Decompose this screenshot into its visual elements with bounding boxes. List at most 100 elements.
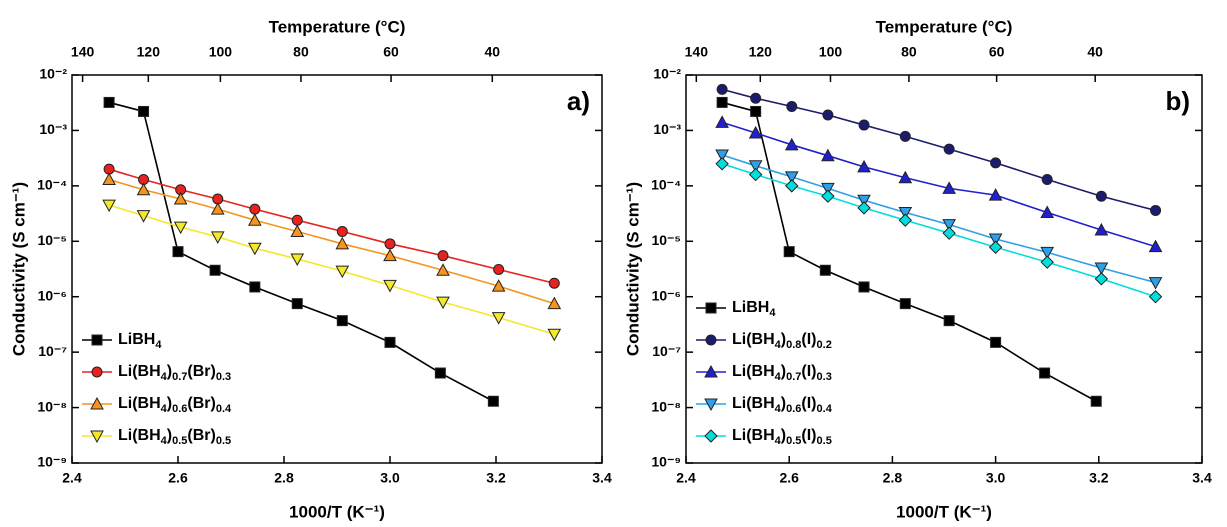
marker — [943, 143, 955, 155]
marker — [172, 246, 184, 258]
marker — [335, 265, 350, 279]
marker — [547, 328, 562, 342]
marker — [102, 172, 116, 186]
marker — [898, 207, 913, 220]
marker — [1148, 277, 1163, 290]
marker — [1041, 174, 1053, 186]
marker — [487, 395, 499, 407]
x-tick-label: 2.6 — [779, 470, 799, 486]
y-axis-title: Conductivity (S cm⁻¹) — [9, 182, 28, 356]
marker — [898, 170, 913, 184]
marker — [384, 336, 396, 348]
marker — [942, 181, 957, 194]
legend-marker — [704, 364, 718, 378]
marker — [436, 263, 450, 276]
x-axis-title: 1000/T (K⁻¹) — [896, 502, 992, 521]
marker — [857, 194, 871, 208]
marker — [988, 240, 1003, 254]
marker — [436, 296, 450, 310]
marker — [336, 315, 348, 327]
x-tick-label: 2.4 — [62, 470, 82, 486]
legend-label: Li(BH4)0.6(Br)0.4 — [118, 395, 232, 415]
plot-frame — [71, 74, 603, 464]
legend-marker — [705, 334, 717, 346]
marker — [1150, 204, 1162, 216]
x2-tick-label: 80 — [293, 44, 309, 60]
y-tick-label: 10⁻⁸ — [37, 398, 67, 414]
x2-tick-label: 140 — [685, 44, 709, 60]
x2-tick-label: 120 — [137, 44, 161, 60]
marker — [858, 281, 870, 293]
y-tick-label: 10⁻⁵ — [37, 232, 67, 248]
marker — [384, 238, 396, 250]
x2-axis-title: Temperature (°C) — [876, 17, 1013, 36]
panel: 2.4 2.6 2.8 3.0 3.2 3.4 140 120 100 80 60 40 10⁻⁹ 10⁻… — [623, 17, 1211, 521]
marker — [1148, 290, 1163, 304]
y-tick-label: 10⁻⁴ — [651, 177, 681, 193]
marker — [988, 233, 1003, 247]
marker — [249, 203, 261, 215]
marker — [173, 191, 188, 205]
marker — [857, 159, 871, 173]
marker — [136, 182, 151, 196]
y-tick-label: 10⁻⁵ — [651, 232, 681, 248]
marker — [942, 219, 957, 232]
marker — [821, 182, 835, 196]
marker — [248, 242, 262, 256]
x-tick-label: 3.4 — [592, 470, 612, 486]
x-tick-label: 3.2 — [486, 470, 506, 486]
legend-label: Li(BH4)0.5(Br)0.5 — [118, 427, 231, 447]
x-tick-label: 3.0 — [986, 470, 1006, 486]
legend-label: Li(BH4)0.7(I)0.3 — [732, 363, 832, 383]
marker — [898, 213, 913, 227]
marker — [821, 148, 835, 162]
marker — [988, 188, 1003, 201]
x-tick-label: 2.8 — [274, 470, 294, 486]
marker — [1040, 205, 1055, 219]
y-tick-label: 10⁻² — [653, 66, 681, 82]
marker — [103, 96, 115, 108]
plot-frame — [685, 74, 1203, 464]
marker — [291, 214, 303, 226]
marker — [1094, 262, 1109, 276]
series-line — [108, 101, 494, 402]
y-axis-title: Conductivity (S cm⁻¹) — [623, 182, 642, 356]
x2-tick-label: 40 — [485, 44, 501, 60]
marker — [822, 109, 834, 121]
y-tick-label: 10⁻⁹ — [37, 454, 67, 470]
marker — [990, 157, 1002, 169]
marker — [715, 157, 729, 171]
marker — [785, 179, 799, 193]
x-tick-label: 2.8 — [883, 470, 903, 486]
marker — [857, 201, 871, 215]
legend-marker — [90, 396, 104, 410]
y-tick-label: 10⁻⁷ — [38, 343, 67, 359]
x-tick-label: 3.0 — [380, 470, 400, 486]
marker — [716, 96, 728, 108]
y-tick-label: 10⁻⁹ — [651, 454, 681, 470]
y-tick-label: 10⁻³ — [653, 121, 681, 137]
legend-label: Li(BH4)0.7(Br)0.3 — [118, 363, 231, 383]
legend-label: LiBH4 — [118, 331, 162, 351]
x2-tick-label: 120 — [749, 44, 773, 60]
marker — [748, 160, 763, 173]
y-tick-label: 10⁻⁶ — [652, 287, 681, 303]
marker — [943, 315, 955, 327]
marker — [173, 221, 188, 235]
marker — [786, 101, 798, 113]
marker — [336, 226, 348, 238]
marker — [290, 224, 305, 238]
marker — [748, 125, 763, 139]
x2-tick-label: 60 — [383, 44, 399, 60]
marker — [548, 277, 560, 289]
series-line — [721, 163, 1156, 298]
y-tick-label: 10⁻⁷ — [652, 343, 681, 359]
marker — [493, 263, 505, 275]
marker — [784, 137, 799, 151]
marker — [291, 298, 303, 310]
x2-tick-label: 40 — [1087, 44, 1103, 60]
marker — [491, 279, 506, 292]
marker — [990, 336, 1002, 348]
marker — [1148, 239, 1163, 253]
